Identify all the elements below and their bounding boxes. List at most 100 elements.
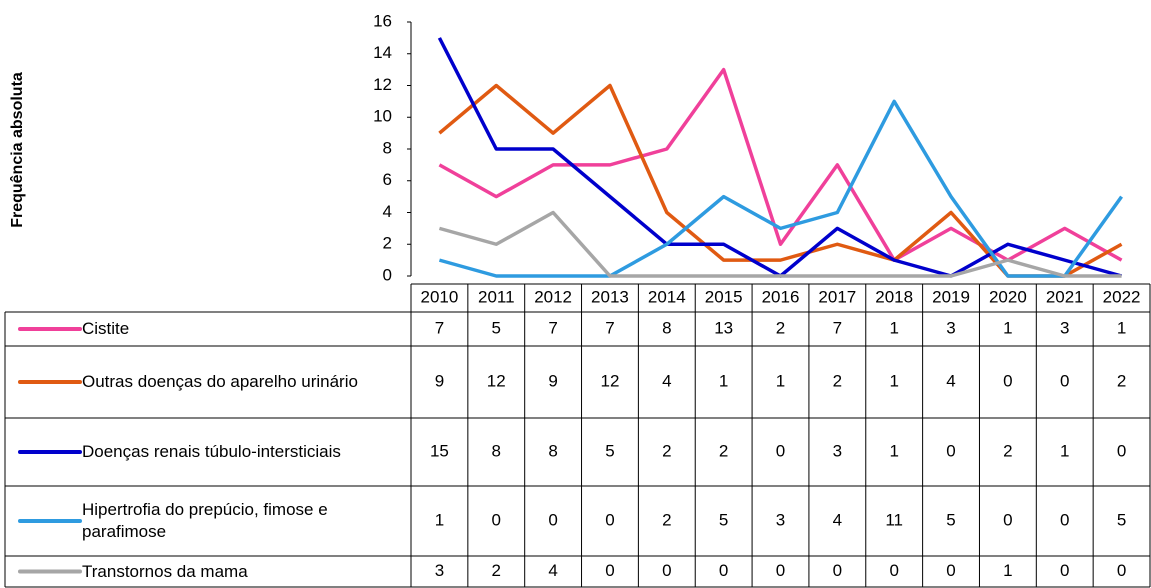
table-value: 7 [435, 318, 444, 337]
table-value: 0 [1060, 371, 1069, 390]
table-value: 1 [719, 371, 728, 390]
table-value: 13 [714, 318, 733, 337]
x-tick-label: 2018 [875, 287, 913, 306]
y-tick-label: 6 [383, 170, 392, 189]
table-value: 0 [719, 561, 728, 580]
table-value: 5 [1117, 510, 1126, 529]
x-tick-label: 2014 [648, 287, 686, 306]
table-value: 2 [662, 441, 671, 460]
table-value: 0 [548, 510, 557, 529]
table-value: 9 [435, 371, 444, 390]
x-tick-label: 2010 [421, 287, 459, 306]
legend-text: Transtornos da mama [82, 561, 248, 581]
legend-label: Transtornos da mama [82, 561, 248, 581]
table-value: 0 [605, 561, 614, 580]
table-value: 12 [601, 371, 620, 390]
table-value: 0 [1117, 561, 1126, 580]
legend-text: Hipertrofia do prepúcio, fimose e parafi… [82, 500, 328, 541]
table-value: 0 [946, 561, 955, 580]
x-tick-label: 2019 [932, 287, 970, 306]
table-value: 0 [833, 561, 842, 580]
table-value: 2 [1117, 371, 1126, 390]
table-value: 5 [605, 441, 614, 460]
y-tick-label: 16 [373, 11, 392, 30]
x-tick-label: 2020 [989, 287, 1027, 306]
x-tick-label: 2017 [818, 287, 856, 306]
table-value: 0 [776, 441, 785, 460]
y-tick-label: 14 [373, 43, 392, 62]
table-value: 2 [833, 371, 842, 390]
series-line [438, 67, 1123, 262]
legend-label: Cistite [82, 319, 130, 338]
table-value: 2 [1003, 441, 1012, 460]
table-value: 2 [492, 561, 501, 580]
table-value: 3 [776, 510, 785, 529]
table-value: 0 [889, 561, 898, 580]
series-line [438, 210, 1122, 278]
table-value: 3 [435, 561, 444, 580]
series-line [438, 99, 1123, 278]
table-value: 0 [492, 510, 501, 529]
y-tick-label: 12 [373, 75, 392, 94]
table-value: 7 [605, 318, 614, 337]
table-value: 0 [1117, 441, 1126, 460]
table-value: 9 [548, 371, 557, 390]
y-tick-label: 4 [383, 202, 392, 221]
table-value: 0 [776, 561, 785, 580]
table-value: 7 [548, 318, 557, 337]
legend-label: Outras doenças do aparelho urinário [82, 372, 358, 391]
table-value: 12 [487, 371, 506, 390]
table-value: 1 [1003, 318, 1012, 337]
table-value: 4 [833, 510, 842, 529]
table-value: 4 [946, 371, 955, 390]
table-value: 0 [1060, 510, 1069, 529]
table-value: 8 [492, 441, 501, 460]
table-value: 5 [719, 510, 728, 529]
table-value: 15 [430, 441, 449, 460]
table-value: 2 [662, 510, 671, 529]
table-value: 4 [548, 561, 557, 580]
table-value: 0 [662, 561, 671, 580]
table-value: 0 [1060, 561, 1069, 580]
x-tick-label: 2016 [762, 287, 800, 306]
table-value: 1 [1003, 561, 1012, 580]
table-value: 3 [946, 318, 955, 337]
table-value: 2 [776, 318, 785, 337]
table-value: 8 [548, 441, 557, 460]
table-value: 0 [605, 510, 614, 529]
table-value: 5 [946, 510, 955, 529]
table-value: 1 [1117, 318, 1126, 337]
x-tick-label: 2015 [705, 287, 743, 306]
legend-label: Hipertrofia do prepúcio, fimose e parafi… [82, 500, 328, 541]
y-axis-title: Frequência absoluta [9, 72, 26, 228]
table-value: 1 [1060, 441, 1069, 460]
y-tick-label: 2 [383, 234, 392, 253]
legend-text: Cistite [82, 319, 130, 338]
table-value: 1 [889, 371, 898, 390]
table-value: 1 [776, 371, 785, 390]
x-tick-label: 2013 [591, 287, 629, 306]
table-value: 3 [1060, 318, 1069, 337]
table-value: 3 [833, 441, 842, 460]
table-value: 1 [435, 510, 444, 529]
table-value: 1 [889, 318, 898, 337]
table-value: 7 [833, 318, 842, 337]
legend-text: Doenças renais túbulo-intersticiais [82, 442, 341, 461]
table-value: 0 [1003, 371, 1012, 390]
table-value: 2 [719, 441, 728, 460]
table-value: 0 [1003, 510, 1012, 529]
x-tick-label: 2022 [1103, 287, 1141, 306]
table-value: 0 [946, 441, 955, 460]
y-tick-label: 0 [383, 265, 392, 284]
y-tick-label: 8 [383, 138, 392, 157]
table-value: 4 [662, 371, 671, 390]
legend-text: Outras doenças do aparelho urinário [82, 372, 358, 391]
x-tick-label: 2011 [478, 287, 515, 306]
table-value: 5 [492, 318, 501, 337]
table-value: 8 [662, 318, 671, 337]
x-tick-label: 2021 [1046, 287, 1084, 306]
table-value: 11 [885, 510, 903, 529]
legend-label: Doenças renais túbulo-intersticiais [82, 442, 341, 461]
table-value: 1 [889, 441, 898, 460]
